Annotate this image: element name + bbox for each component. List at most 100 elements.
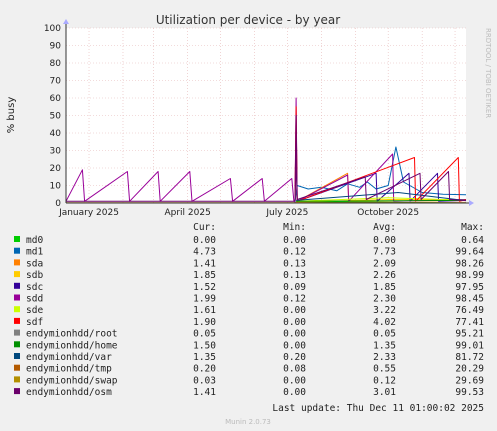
- axes: 0 10 20 30 40 50 60 70 80 90 100 January 2025 April …: [44, 19, 474, 218]
- y-tick-label: 90: [50, 42, 62, 52]
- legend-avg-sdb: 2.26: [373, 270, 396, 281]
- legend-name-sdf: sdf: [26, 317, 43, 328]
- y-tick-label: 80: [50, 59, 62, 69]
- legend-swatch-sdc: [14, 282, 20, 289]
- legend-max-sdc: 97.95: [455, 282, 484, 293]
- legend-swatch-endymionhdd-swap: [14, 376, 20, 383]
- legend-min-sdd: 0.12: [283, 294, 306, 305]
- legend-avg-endymionhdd-home: 1.35: [373, 340, 396, 351]
- legend-name-sdb: sdb: [26, 270, 43, 281]
- generator-credit: Munin 2.0.73: [225, 418, 271, 426]
- legend-swatch-md0: [14, 236, 20, 242]
- legend-max-endymionhdd-var: 81.72: [455, 352, 484, 363]
- legend-min-md1: 0.12: [283, 247, 306, 258]
- chart-title: Utilization per device - by year: [156, 13, 340, 27]
- legend-name-endymionhdd-swap: endymionhdd/swap: [26, 375, 118, 386]
- legend-max-sda: 98.26: [455, 258, 484, 269]
- legend-max-md1: 99.64: [455, 247, 484, 258]
- legend-name-md1: md1: [26, 247, 43, 258]
- legend-max-sdb: 98.99: [455, 270, 484, 281]
- rrdtool-credit: RRDTOOL / TOBI OETIKER: [484, 28, 492, 118]
- legend-header-min: Min:: [283, 222, 306, 233]
- legend-header-max: Max:: [461, 222, 484, 233]
- legend-header-avg: Avg:: [373, 222, 396, 233]
- legend-name-sdd: sdd: [26, 294, 43, 305]
- legend-header-cur: Cur:: [193, 222, 216, 233]
- y-tick-label: 50: [50, 112, 62, 122]
- x-tick-label: October 2025: [357, 208, 419, 218]
- x-axis-arrow: [469, 200, 474, 206]
- legend-avg-sdd: 2.30: [373, 294, 396, 305]
- legend-avg-endymionhdd-tmp: 0.55: [373, 364, 396, 375]
- legend-name-sda: sda: [26, 258, 43, 269]
- y-tick-label: 100: [44, 24, 61, 34]
- series-line-endymionhdd-osm: [66, 115, 467, 202]
- legend-name-endymionhdd-osm: endymionhdd/osm: [26, 387, 112, 398]
- y-axis-label: % busy: [6, 97, 17, 134]
- legend-cur-sde: 1.61: [193, 305, 216, 316]
- grid: [66, 27, 466, 203]
- legend-min-endymionhdd-tmp: 0.08: [283, 364, 306, 375]
- legend-avg-endymionhdd-swap: 0.12: [373, 375, 396, 386]
- legend-max-endymionhdd-root: 95.21: [455, 329, 484, 340]
- series-line-endymionhdd-home: [296, 199, 467, 202]
- legend-avg-md0: 0.00: [373, 235, 396, 246]
- legend-cur-endymionhdd-swap: 0.03: [193, 375, 216, 386]
- legend-cur-md1: 4.73: [193, 247, 216, 258]
- legend-cur-endymionhdd-tmp: 0.20: [193, 364, 216, 375]
- legend-cur-sdc: 1.52: [193, 282, 216, 293]
- series-line-md1: [294, 146, 467, 203]
- last-update: Last update: Thu Dec 11 01:00:02 2025: [272, 403, 484, 414]
- legend-swatch-md1: [14, 247, 20, 254]
- legend-name-md0: md0: [26, 235, 43, 246]
- legend-max-endymionhdd-swap: 29.69: [455, 375, 484, 386]
- legend-avg-md1: 7.73: [373, 247, 396, 258]
- y-tick-label: 60: [50, 94, 62, 104]
- legend-min-endymionhdd-home: 0.00: [283, 340, 306, 351]
- y-axis-arrow: [63, 19, 69, 24]
- x-tick-label: April 2025: [164, 208, 210, 218]
- legend-max-sde: 76.49: [455, 305, 484, 316]
- legend-name-endymionhdd-root: endymionhdd/root: [26, 329, 118, 340]
- legend-avg-endymionhdd-osm: 3.01: [373, 387, 396, 398]
- legend-avg-endymionhdd-root: 0.05: [373, 329, 396, 340]
- legend-min-endymionhdd-osm: 0.00: [283, 387, 306, 398]
- legend-cur-endymionhdd-osm: 1.41: [193, 387, 216, 398]
- legend-min-sde: 0.00: [283, 305, 306, 316]
- legend-cur-sdb: 1.85: [193, 270, 216, 281]
- legend-cur-sdd: 1.99: [193, 294, 216, 305]
- legend-swatch-sdb: [14, 271, 20, 278]
- legend-min-endymionhdd-swap: 0.00: [283, 375, 306, 386]
- legend-name-sdc: sdc: [26, 282, 43, 293]
- x-tick-label: July 2025: [265, 208, 308, 218]
- legend-avg-endymionhdd-var: 2.33: [373, 352, 396, 363]
- legend-max-sdf: 77.41: [455, 317, 484, 328]
- legend-swatch-sde: [14, 306, 20, 313]
- legend-max-endymionhdd-osm: 99.53: [455, 387, 484, 398]
- y-tick-label: 40: [50, 129, 62, 139]
- legend-swatch-sda: [14, 259, 20, 266]
- legend-swatch-endymionhdd-home: [14, 341, 20, 348]
- legend-name-endymionhdd-home: endymionhdd/home: [26, 340, 118, 351]
- series-line-sde: [296, 197, 467, 202]
- legend-avg-sde: 3.22: [373, 305, 396, 316]
- legend-cur-sda: 1.41: [193, 258, 216, 269]
- y-tick-label: 10: [50, 182, 62, 192]
- legend-swatch-sdd: [14, 294, 20, 301]
- legend-cur-md0: 0.00: [193, 235, 216, 246]
- legend-max-md0: 0.64: [461, 235, 484, 246]
- legend-cur-endymionhdd-home: 1.50: [193, 340, 216, 351]
- legend-swatch-sdf: [14, 317, 20, 324]
- legend-cur-endymionhdd-var: 1.35: [193, 352, 216, 363]
- legend-cur-sdf: 1.90: [193, 317, 216, 328]
- series-line-sdd: [65, 97, 467, 202]
- legend-max-endymionhdd-home: 99.01: [455, 340, 484, 351]
- y-tick-label: 30: [50, 147, 62, 157]
- legend-min-md0: 0.00: [283, 235, 306, 246]
- y-tick-label: 0: [55, 199, 61, 209]
- x-tick-label: January 2025: [58, 208, 119, 218]
- legend-swatch-endymionhdd-osm: [14, 388, 20, 395]
- legend-min-sda: 0.13: [283, 258, 306, 269]
- legend-min-sdc: 0.09: [283, 282, 306, 293]
